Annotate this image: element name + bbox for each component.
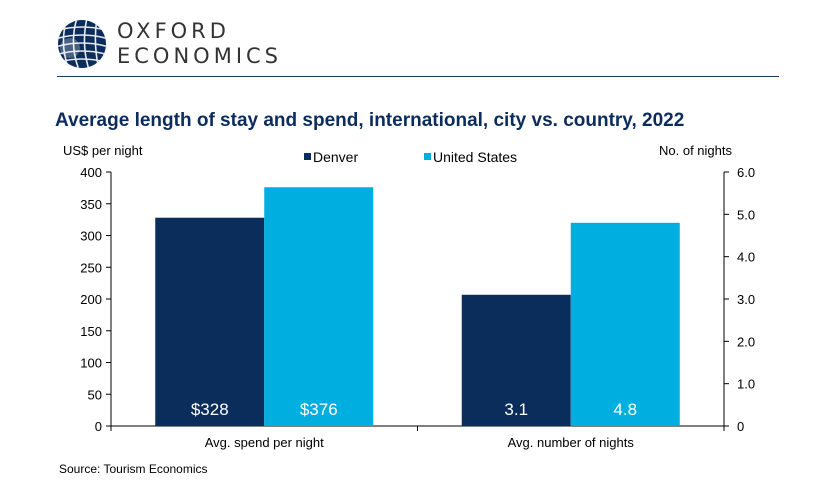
oxford-economics-globe-logo [58, 20, 106, 68]
legend-swatch [424, 153, 431, 160]
right-tick-label: 5.0 [737, 207, 755, 222]
right-axis-label: No. of nights [659, 143, 732, 158]
bar-value-label: 3.1 [504, 400, 528, 419]
legend-label: Denver [313, 149, 358, 165]
brand-name-line2: ECONOMICS [117, 44, 283, 68]
bar-value-label: 4.8 [613, 400, 637, 419]
source-note: Source: Tourism Economics [59, 462, 208, 476]
category-label: Avg. spend per night [205, 435, 324, 450]
right-tick-label: 1.0 [737, 377, 755, 392]
left-tick-label: 350 [80, 197, 102, 212]
right-tick-label: 0 [737, 419, 744, 434]
category-label: Avg. number of nights [508, 435, 635, 450]
header-divider [57, 76, 779, 77]
left-axis-label: US$ per night [63, 143, 143, 158]
left-tick-label: 150 [80, 324, 102, 339]
plot-area: 0 50 100 150 200 250 300 350 400 0 1.0 2.0 3.0 4.0 5.0… [80, 165, 755, 450]
bar [264, 187, 374, 426]
bar [461, 294, 571, 426]
bar-value-label: $376 [300, 400, 338, 419]
legend-label: United States [433, 149, 517, 165]
left-tick-label: 100 [80, 356, 102, 371]
left-tick-label: 50 [88, 387, 102, 402]
right-tick-label: 4.0 [737, 250, 755, 265]
left-tick-label: 300 [80, 229, 102, 244]
brand-name-line1: OXFORD [117, 19, 230, 43]
bar-value-label: $328 [191, 400, 229, 419]
legend-swatch [304, 153, 311, 160]
left-tick-label: 250 [80, 260, 102, 275]
right-tick-label: 3.0 [737, 292, 755, 307]
bar [570, 222, 680, 426]
bar [155, 217, 265, 426]
left-tick-label: 200 [80, 292, 102, 307]
right-tick-label: 6.0 [737, 165, 755, 180]
right-tick-label: 2.0 [737, 334, 755, 349]
chart-legend: Denver United States [304, 149, 517, 165]
left-tick-label: 0 [95, 419, 102, 434]
chart-title: Average length of stay and spend, intern… [55, 110, 685, 131]
left-tick-label: 400 [80, 165, 102, 180]
